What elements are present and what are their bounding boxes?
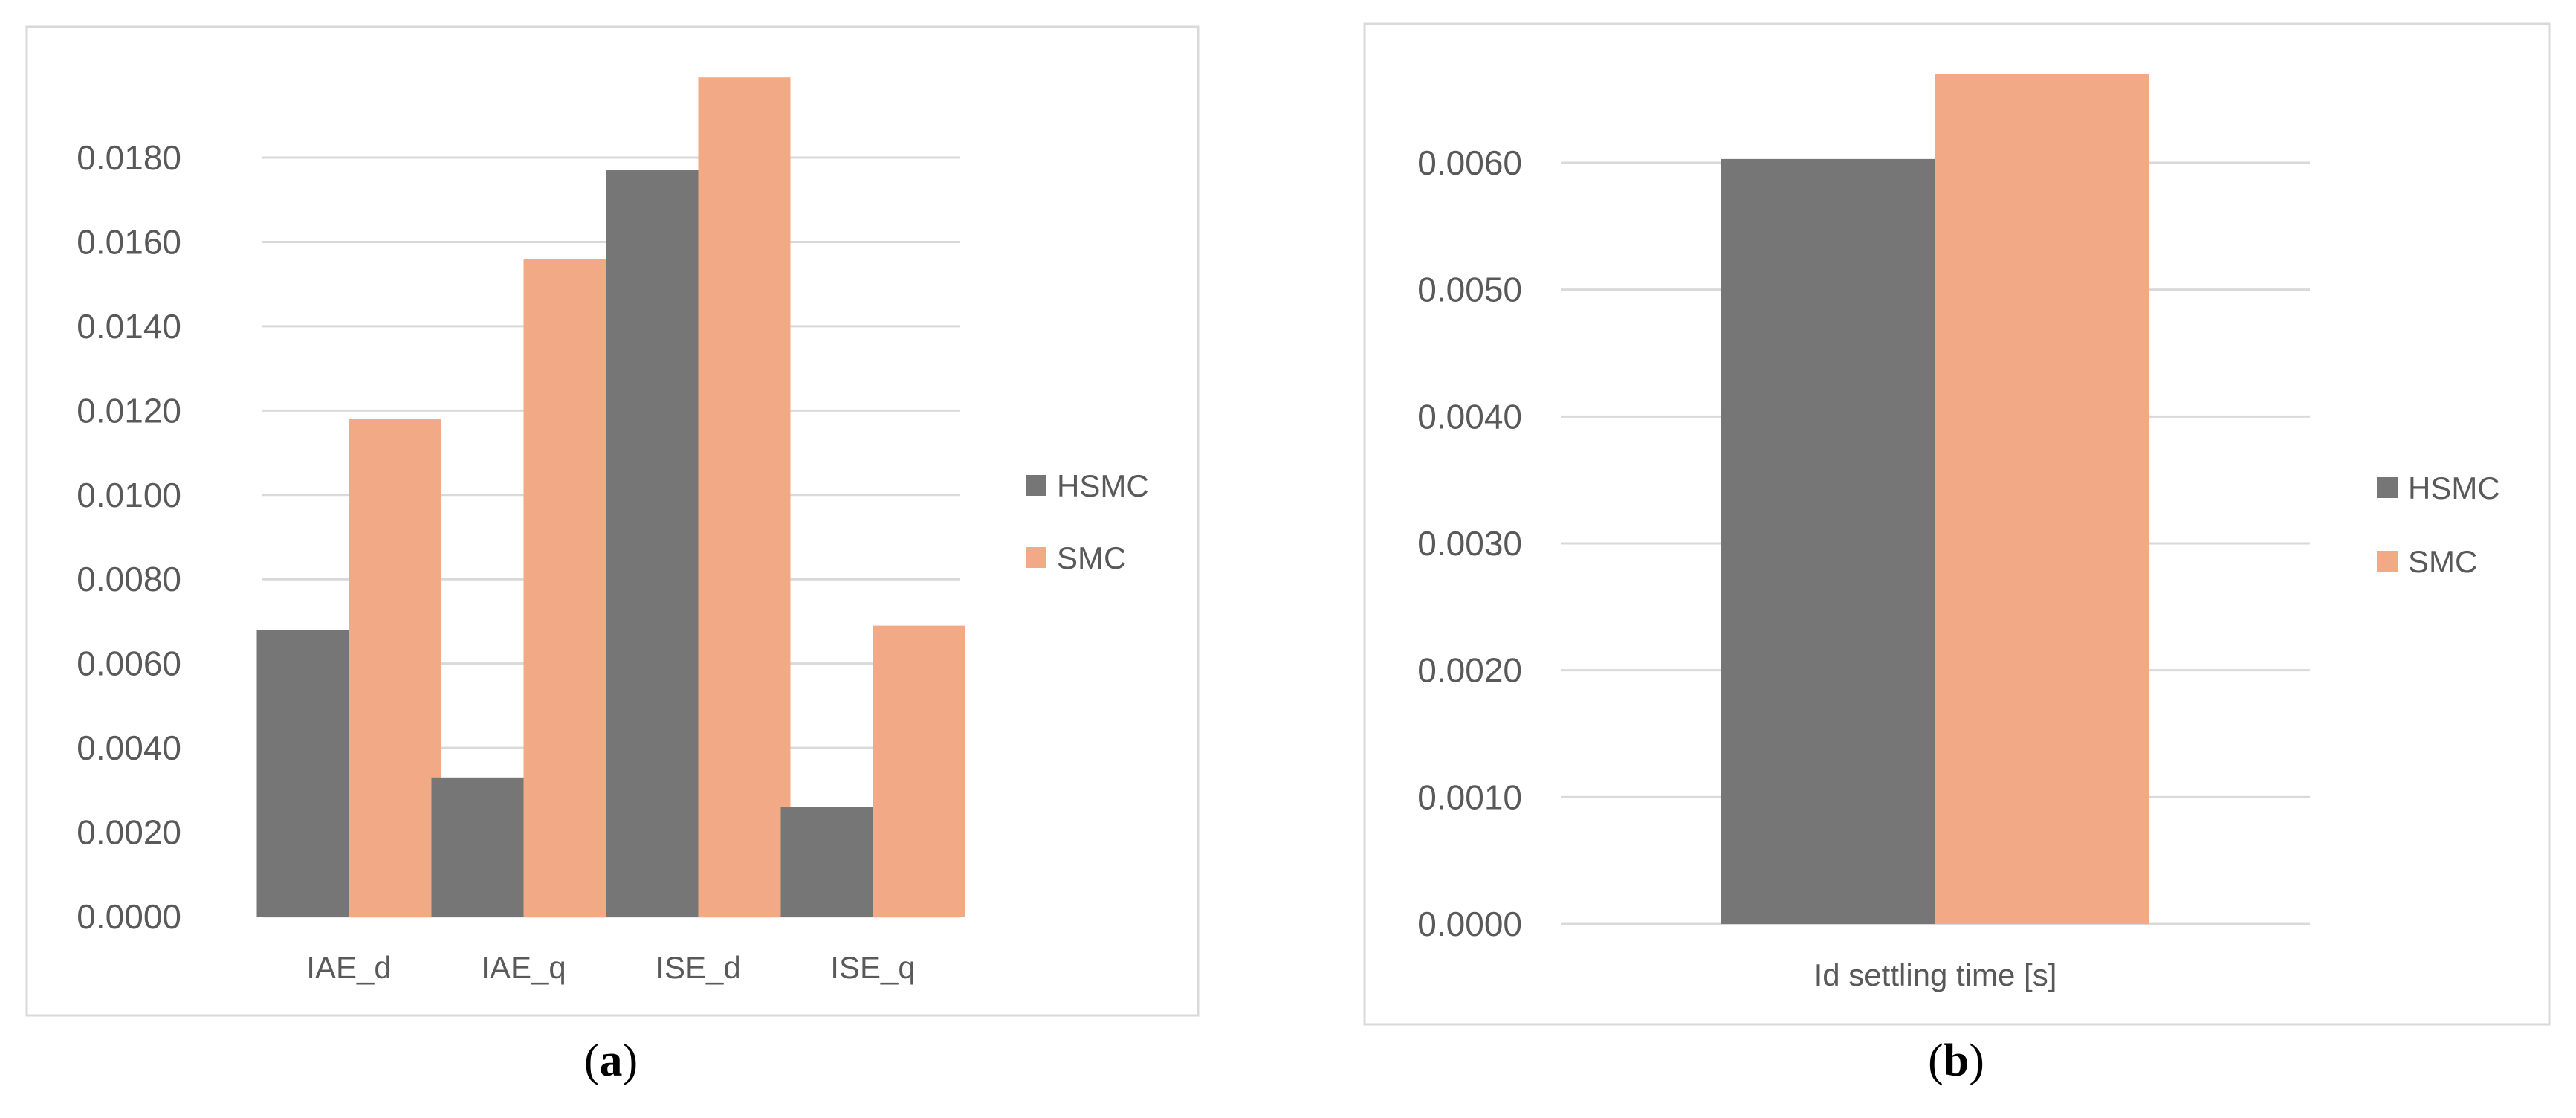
chart-b-y-axis: 0.0000 0.0010 0.0020 0.0030 0.0040 0.0050 0.00… bbox=[1417, 143, 1522, 943]
caption-a: (a) bbox=[584, 1035, 638, 1088]
chart-b-legend: HSMC SMC bbox=[2377, 471, 2500, 579]
caption-b: (b) bbox=[1928, 1035, 1984, 1088]
bar-smc-id-settling-time-s bbox=[1935, 74, 2149, 925]
caption-a-label: a bbox=[599, 1035, 623, 1086]
y-tick-label: 0.0160 bbox=[77, 222, 181, 261]
chart-a-bars bbox=[256, 77, 965, 917]
bar-smc-ise-q bbox=[873, 625, 965, 917]
y-tick-label: 0.0020 bbox=[77, 813, 181, 852]
y-tick-label: 0.0040 bbox=[1417, 397, 1522, 436]
bar-hsmc-iae-q bbox=[431, 777, 524, 917]
bar-hsmc-ise-q bbox=[780, 807, 873, 917]
y-tick-label: 0.0100 bbox=[77, 476, 181, 514]
bar-hsmc-id-settling-time-s bbox=[1721, 158, 1935, 924]
y-tick-label: 0.0030 bbox=[1417, 524, 1522, 563]
chart-a-legend: HSMC SMC bbox=[1026, 468, 1149, 575]
y-tick-label: 0.0060 bbox=[1417, 143, 1522, 182]
y-tick-label: 0.0000 bbox=[77, 897, 181, 936]
y-tick-label: 0.0180 bbox=[77, 138, 181, 177]
x-tick-label: ISE_q bbox=[830, 950, 915, 985]
y-tick-label: 0.0060 bbox=[77, 644, 181, 683]
x-tick-label: IAE_d bbox=[306, 950, 391, 985]
legend-swatch-smc bbox=[2377, 551, 2398, 572]
x-tick-label: ISE_d bbox=[656, 950, 740, 985]
y-tick-label: 0.0000 bbox=[1417, 905, 1522, 943]
legend-swatch-smc bbox=[1026, 547, 1046, 568]
chart-b-x-axis: Id settling time [s] bbox=[1814, 957, 2057, 992]
y-tick-label: 0.0020 bbox=[1417, 651, 1522, 690]
y-tick-label: 0.0010 bbox=[1417, 778, 1522, 816]
caption-b-close: ) bbox=[1969, 1035, 1984, 1086]
caption-b-open: ( bbox=[1928, 1035, 1944, 1086]
legend-label-hsmc: HSMC bbox=[1057, 468, 1149, 503]
x-tick-label: IAE_q bbox=[481, 950, 566, 985]
legend-swatch-hsmc bbox=[2377, 477, 2398, 498]
y-tick-label: 0.0050 bbox=[1417, 271, 1522, 309]
y-tick-label: 0.0040 bbox=[77, 728, 181, 767]
chart-a-x-axis: IAE_d IAE_q ISE_d ISE_q bbox=[306, 950, 915, 985]
bar-hsmc-iae-d bbox=[256, 630, 349, 917]
x-tick-label: Id settling time [s] bbox=[1814, 957, 2057, 992]
y-tick-label: 0.0140 bbox=[77, 307, 181, 346]
bar-hsmc-ise-d bbox=[606, 170, 699, 917]
bar-smc-iae-q bbox=[523, 259, 616, 917]
caption-b-label: b bbox=[1943, 1035, 1970, 1086]
chart-b-bars bbox=[1721, 74, 2149, 925]
legend-label-smc: SMC bbox=[2408, 544, 2477, 579]
legend-label-smc: SMC bbox=[1057, 540, 1126, 575]
caption-a-open: ( bbox=[583, 1035, 600, 1086]
chart-a-y-axis: 0.0000 0.0020 0.0040 0.0060 0.0080 0.0100 0.01… bbox=[77, 138, 181, 936]
caption-a-close: ) bbox=[622, 1035, 638, 1086]
bar-smc-iae-d bbox=[349, 419, 441, 917]
legend-swatch-hsmc bbox=[1026, 475, 1046, 496]
bar-smc-ise-d bbox=[698, 77, 791, 917]
legend-label-hsmc: HSMC bbox=[2408, 471, 2500, 505]
y-tick-label: 0.0080 bbox=[77, 560, 181, 598]
y-tick-label: 0.0120 bbox=[77, 391, 181, 430]
